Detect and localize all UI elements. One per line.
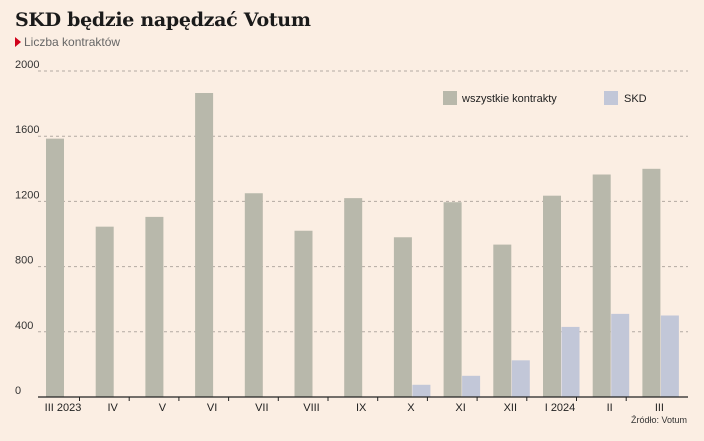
x-tick-label: III 2023 bbox=[45, 402, 82, 414]
legend-swatch-skd bbox=[604, 91, 618, 105]
x-tick-label: VII bbox=[255, 402, 268, 414]
y-tick-label: 0 bbox=[15, 385, 21, 397]
x-tick-label: II bbox=[607, 402, 613, 414]
x-tick-label: X bbox=[407, 402, 415, 414]
legend-swatch-all-contracts bbox=[443, 91, 457, 105]
x-tick-label: I 2024 bbox=[545, 402, 576, 414]
y-tick-label: 2000 bbox=[15, 59, 39, 71]
legend-label-skd: SKD bbox=[624, 93, 647, 105]
bar-all-contracts bbox=[344, 198, 363, 397]
subtitle-text: Liczba kontraktów bbox=[24, 35, 121, 49]
bar-all-contracts bbox=[393, 237, 412, 397]
x-tick-label: VI bbox=[207, 402, 217, 414]
bar-all-contracts bbox=[294, 230, 313, 397]
bar-all-contracts bbox=[493, 244, 512, 397]
x-tick-label: III bbox=[655, 402, 664, 414]
x-tick-label: XII bbox=[504, 402, 517, 414]
x-tick-label: IX bbox=[356, 402, 367, 414]
bar-skd bbox=[561, 326, 580, 397]
bar-all-contracts bbox=[244, 193, 263, 397]
bar-skd bbox=[511, 360, 530, 397]
y-tick-label: 400 bbox=[15, 320, 33, 332]
x-tick-label: IV bbox=[107, 402, 118, 414]
bar-skd bbox=[611, 313, 630, 397]
x-tick-label: XI bbox=[455, 402, 465, 414]
y-tick-label: 800 bbox=[15, 255, 33, 267]
bar-skd bbox=[412, 384, 431, 397]
bar-all-contracts bbox=[642, 168, 661, 397]
bar-skd bbox=[462, 375, 481, 397]
bar-all-contracts bbox=[443, 202, 462, 397]
bar-all-contracts bbox=[543, 195, 561, 397]
source-note: Źródło: Votum bbox=[630, 415, 687, 425]
bar-skd bbox=[660, 315, 679, 397]
x-tick-label: V bbox=[159, 402, 167, 414]
y-tick-label: 1600 bbox=[15, 124, 39, 136]
chart-subtitle: Liczba kontraktów bbox=[15, 35, 120, 49]
x-tick-label: VIII bbox=[303, 402, 320, 414]
bar-all-contracts bbox=[145, 216, 164, 397]
bar-all-contracts bbox=[46, 138, 64, 397]
bar-all-contracts bbox=[195, 93, 214, 397]
triangle-marker-icon bbox=[15, 37, 21, 47]
legend-label-all-contracts: wszystkie kontrakty bbox=[461, 93, 557, 105]
y-tick-label: 1200 bbox=[15, 189, 39, 201]
bar-all-contracts bbox=[592, 174, 611, 397]
bar-all-contracts bbox=[95, 226, 114, 397]
chart-title: SKD będzie napędzać Votum bbox=[15, 9, 311, 31]
